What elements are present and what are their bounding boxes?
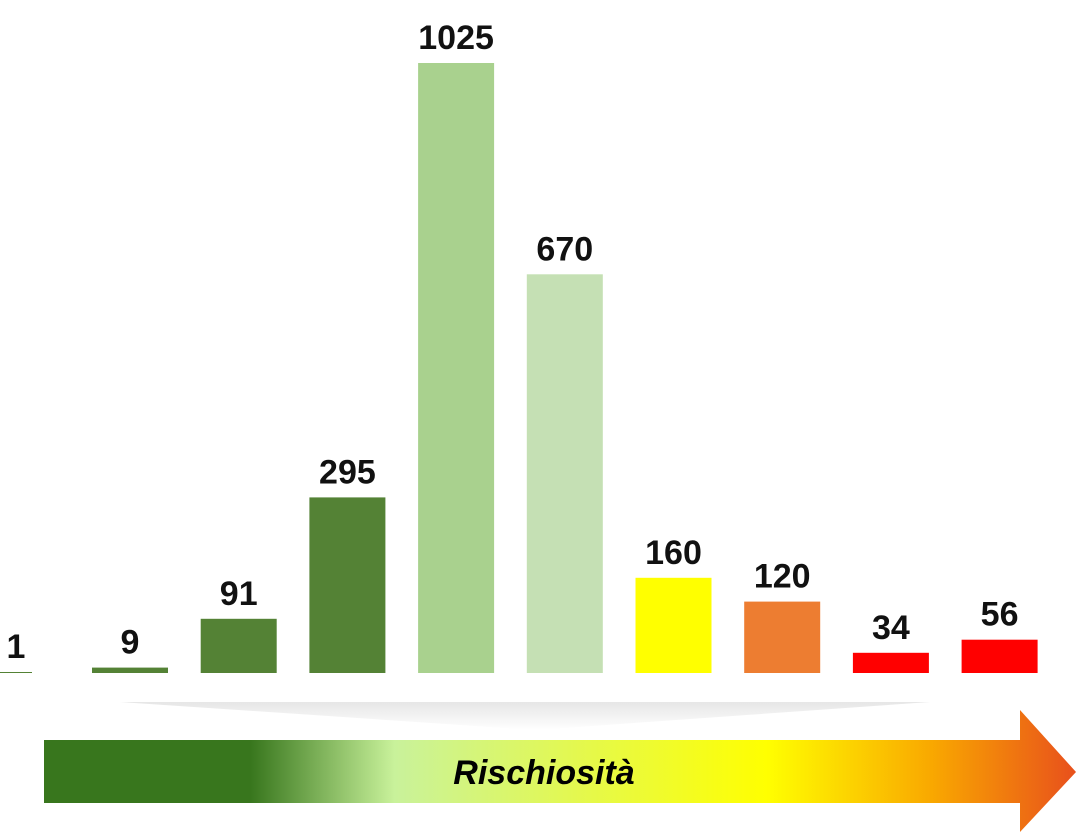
bar-value-label-6: 670 (536, 230, 593, 268)
bar-8 (744, 601, 821, 673)
bar-value-label-2: 9 (121, 624, 140, 662)
bar-4 (309, 497, 386, 673)
bars-group (0, 63, 1038, 673)
risk-arrow-label: Rischiosità (453, 754, 634, 792)
bar-labels-group: 1 9 91 295 1025 670 160 120 34 56 (7, 19, 1019, 666)
bar-value-label-10: 56 (981, 596, 1019, 634)
bar-value-label-9: 34 (872, 609, 910, 647)
bar-value-label-3: 91 (220, 575, 258, 613)
bar-7 (635, 577, 712, 673)
bar-5 (418, 63, 495, 673)
risk-arrow (44, 710, 1076, 832)
bar-value-label-8: 120 (754, 558, 811, 596)
bar-value-label-1: 1 (7, 628, 26, 666)
bar-2 (92, 667, 168, 673)
bar-9 (852, 652, 929, 673)
bar-6 (526, 274, 603, 673)
bar-value-label-4: 295 (319, 453, 376, 491)
arrow-shadow (120, 702, 930, 730)
bar-1 (0, 672, 32, 673)
bar-value-label-7: 160 (645, 534, 702, 572)
bar-10 (961, 639, 1038, 673)
bar-value-label-5: 1025 (418, 19, 494, 57)
bar-3 (200, 618, 277, 673)
